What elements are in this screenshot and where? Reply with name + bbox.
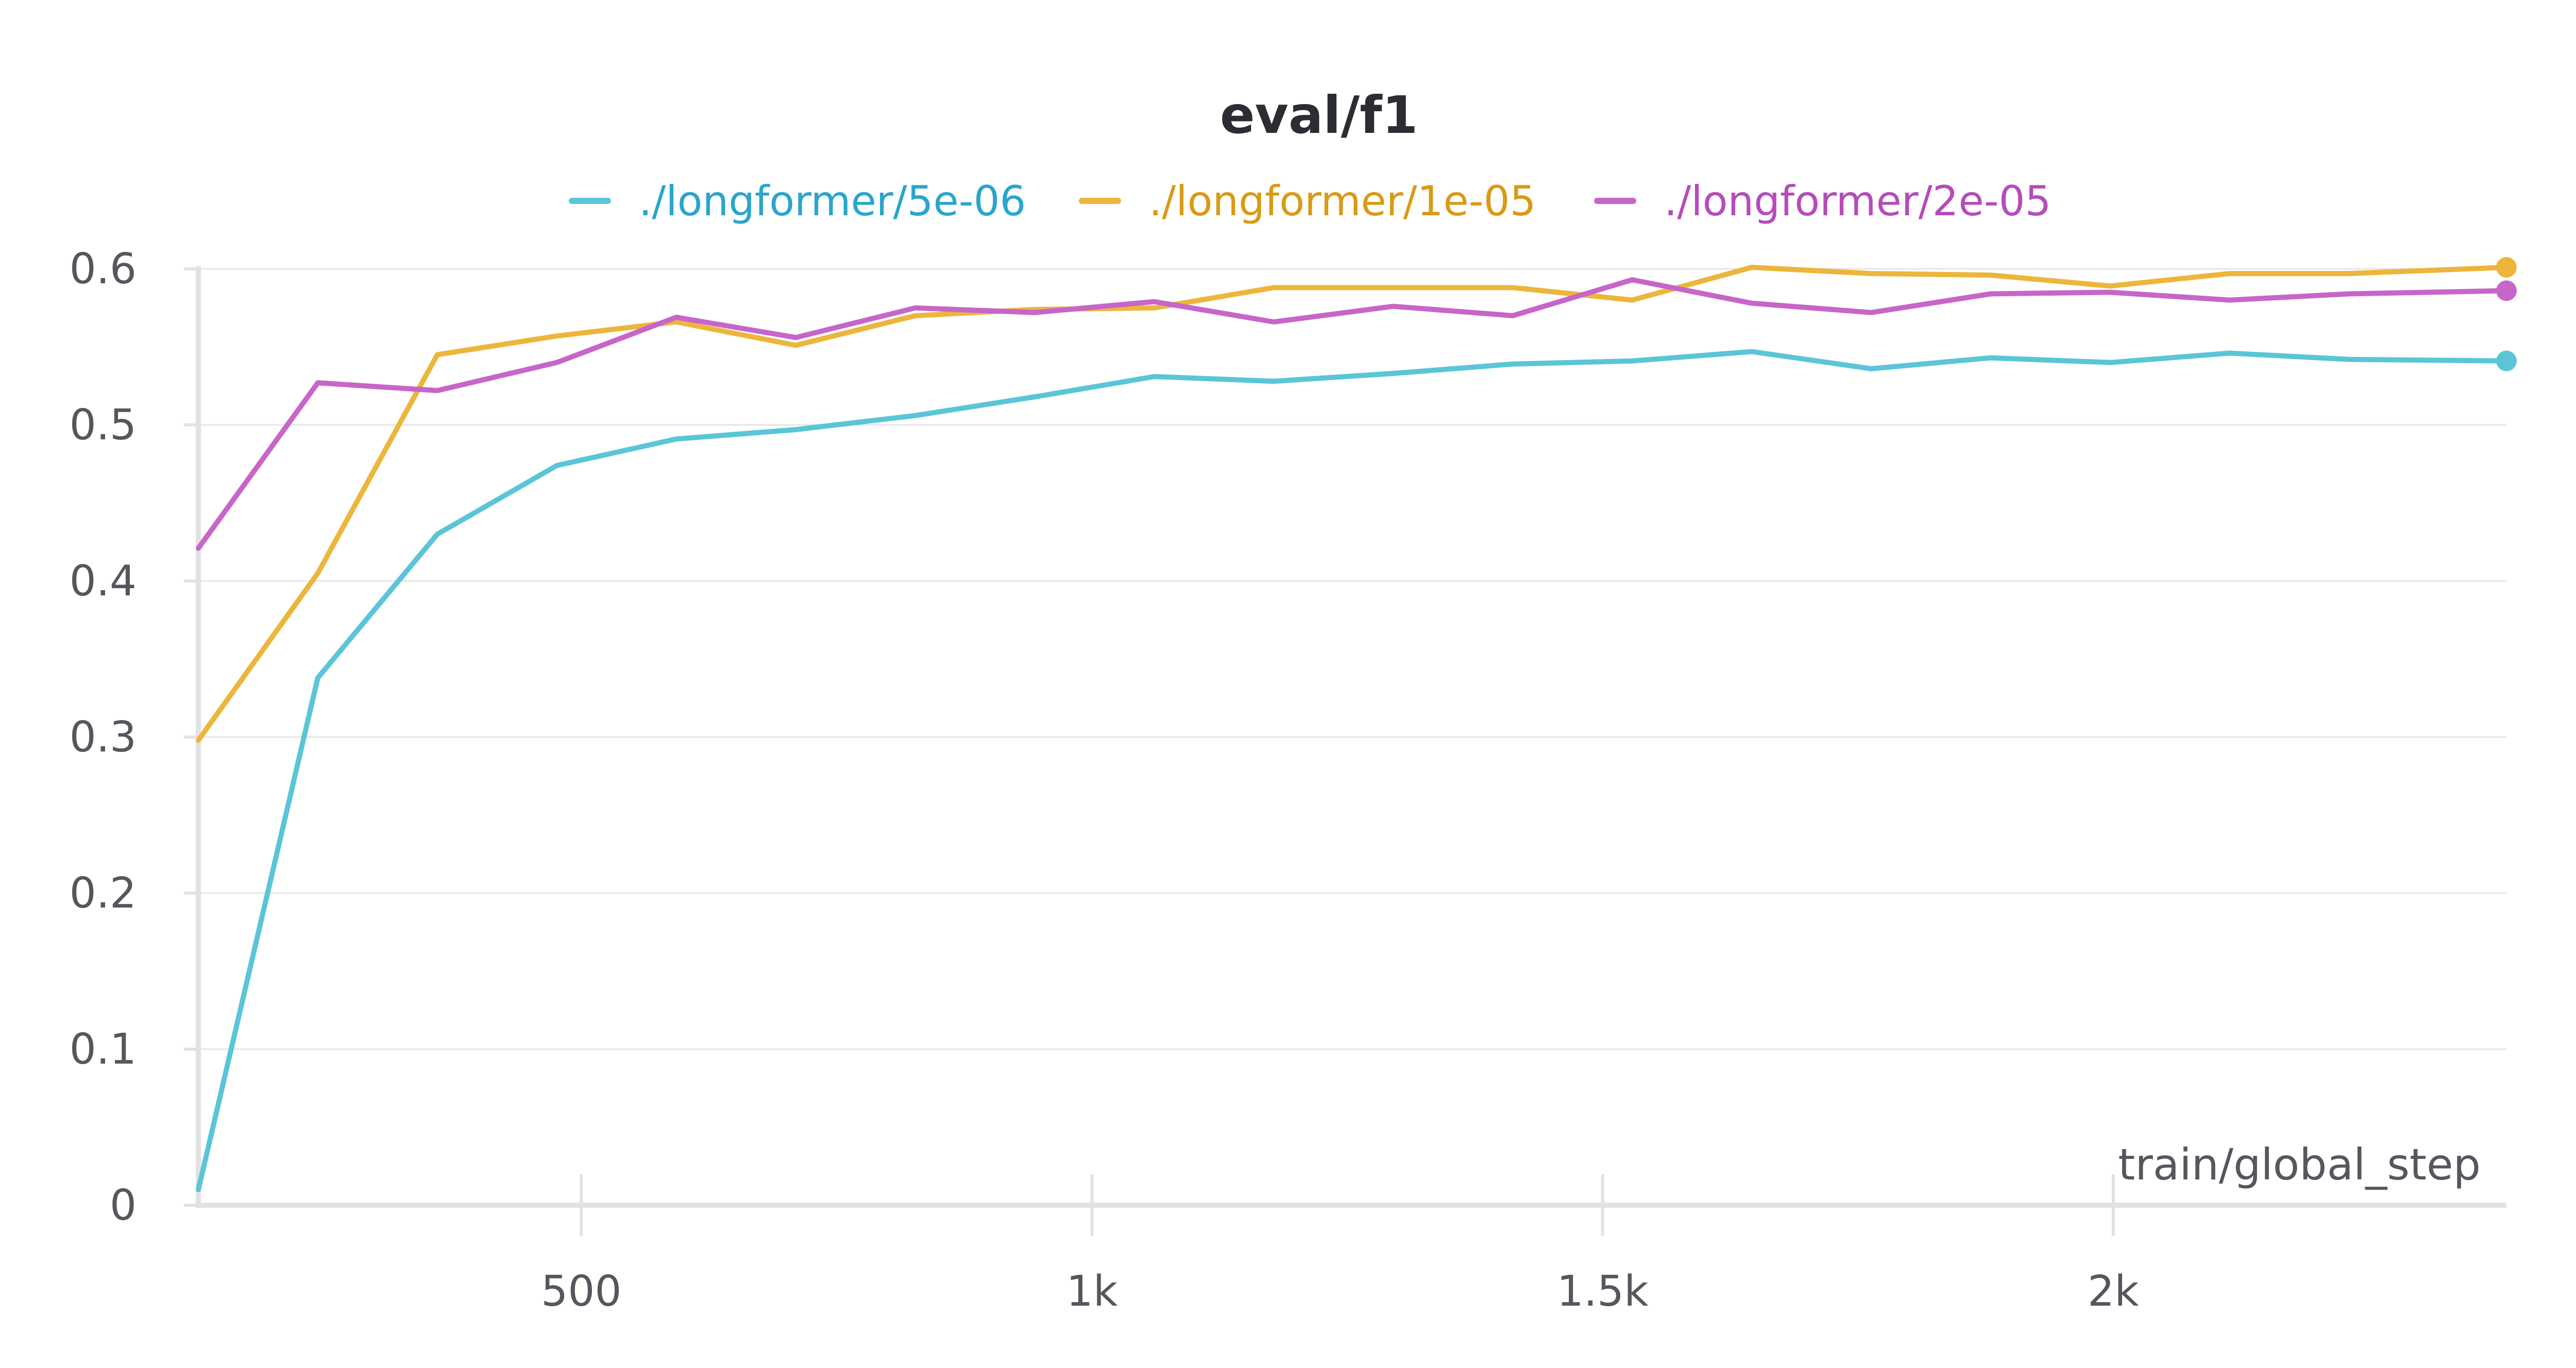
- y-tick-label: 0.2: [70, 869, 137, 918]
- y-tick-label: 0.5: [70, 401, 137, 450]
- x-tick-label: 2k: [2088, 1267, 2139, 1316]
- series-line: [196, 277, 2509, 551]
- x-tick-label: 500: [541, 1267, 622, 1316]
- series-endpoint-marker: [2496, 280, 2517, 301]
- legend[interactable]: ./longformer/5e-06 ./longformer/1e-05 ./lo…: [569, 177, 2051, 225]
- y-tick-label: 0.1: [70, 1025, 137, 1074]
- series-endpoint-marker: [2496, 256, 2517, 278]
- y-tick-label: 0.6: [70, 245, 137, 294]
- series-endpoint-marker: [2496, 350, 2517, 371]
- series-lines: [196, 265, 2509, 1192]
- y-tick-label: 0.4: [70, 557, 137, 606]
- series-line: [196, 265, 2509, 743]
- legend-label[interactable]: ./longformer/5e-06: [639, 177, 1026, 225]
- x-axis-label: train/global_step: [2118, 1139, 2481, 1190]
- legend-label[interactable]: ./longformer/1e-05: [1149, 177, 1536, 225]
- chart-title: eval/f1: [1220, 85, 1418, 145]
- x-tick-label: 1k: [1066, 1267, 1118, 1316]
- x-tick-label: 1.5k: [1557, 1267, 1649, 1316]
- y-tick-label: 0: [110, 1181, 137, 1230]
- series-line: [196, 349, 2509, 1192]
- y-tick-label: 0.3: [70, 713, 137, 762]
- y-axis-ticks: 0 0.1 0.2 0.3 0.4 0.5 0.6: [70, 245, 198, 1230]
- x-axis-ticks: 500 1k 1.5k 2k: [541, 1174, 2139, 1316]
- gridlines: [198, 268, 2506, 1050]
- legend-label[interactable]: ./longformer/2e-05: [1664, 177, 2051, 225]
- series-endpoints: [2496, 256, 2517, 371]
